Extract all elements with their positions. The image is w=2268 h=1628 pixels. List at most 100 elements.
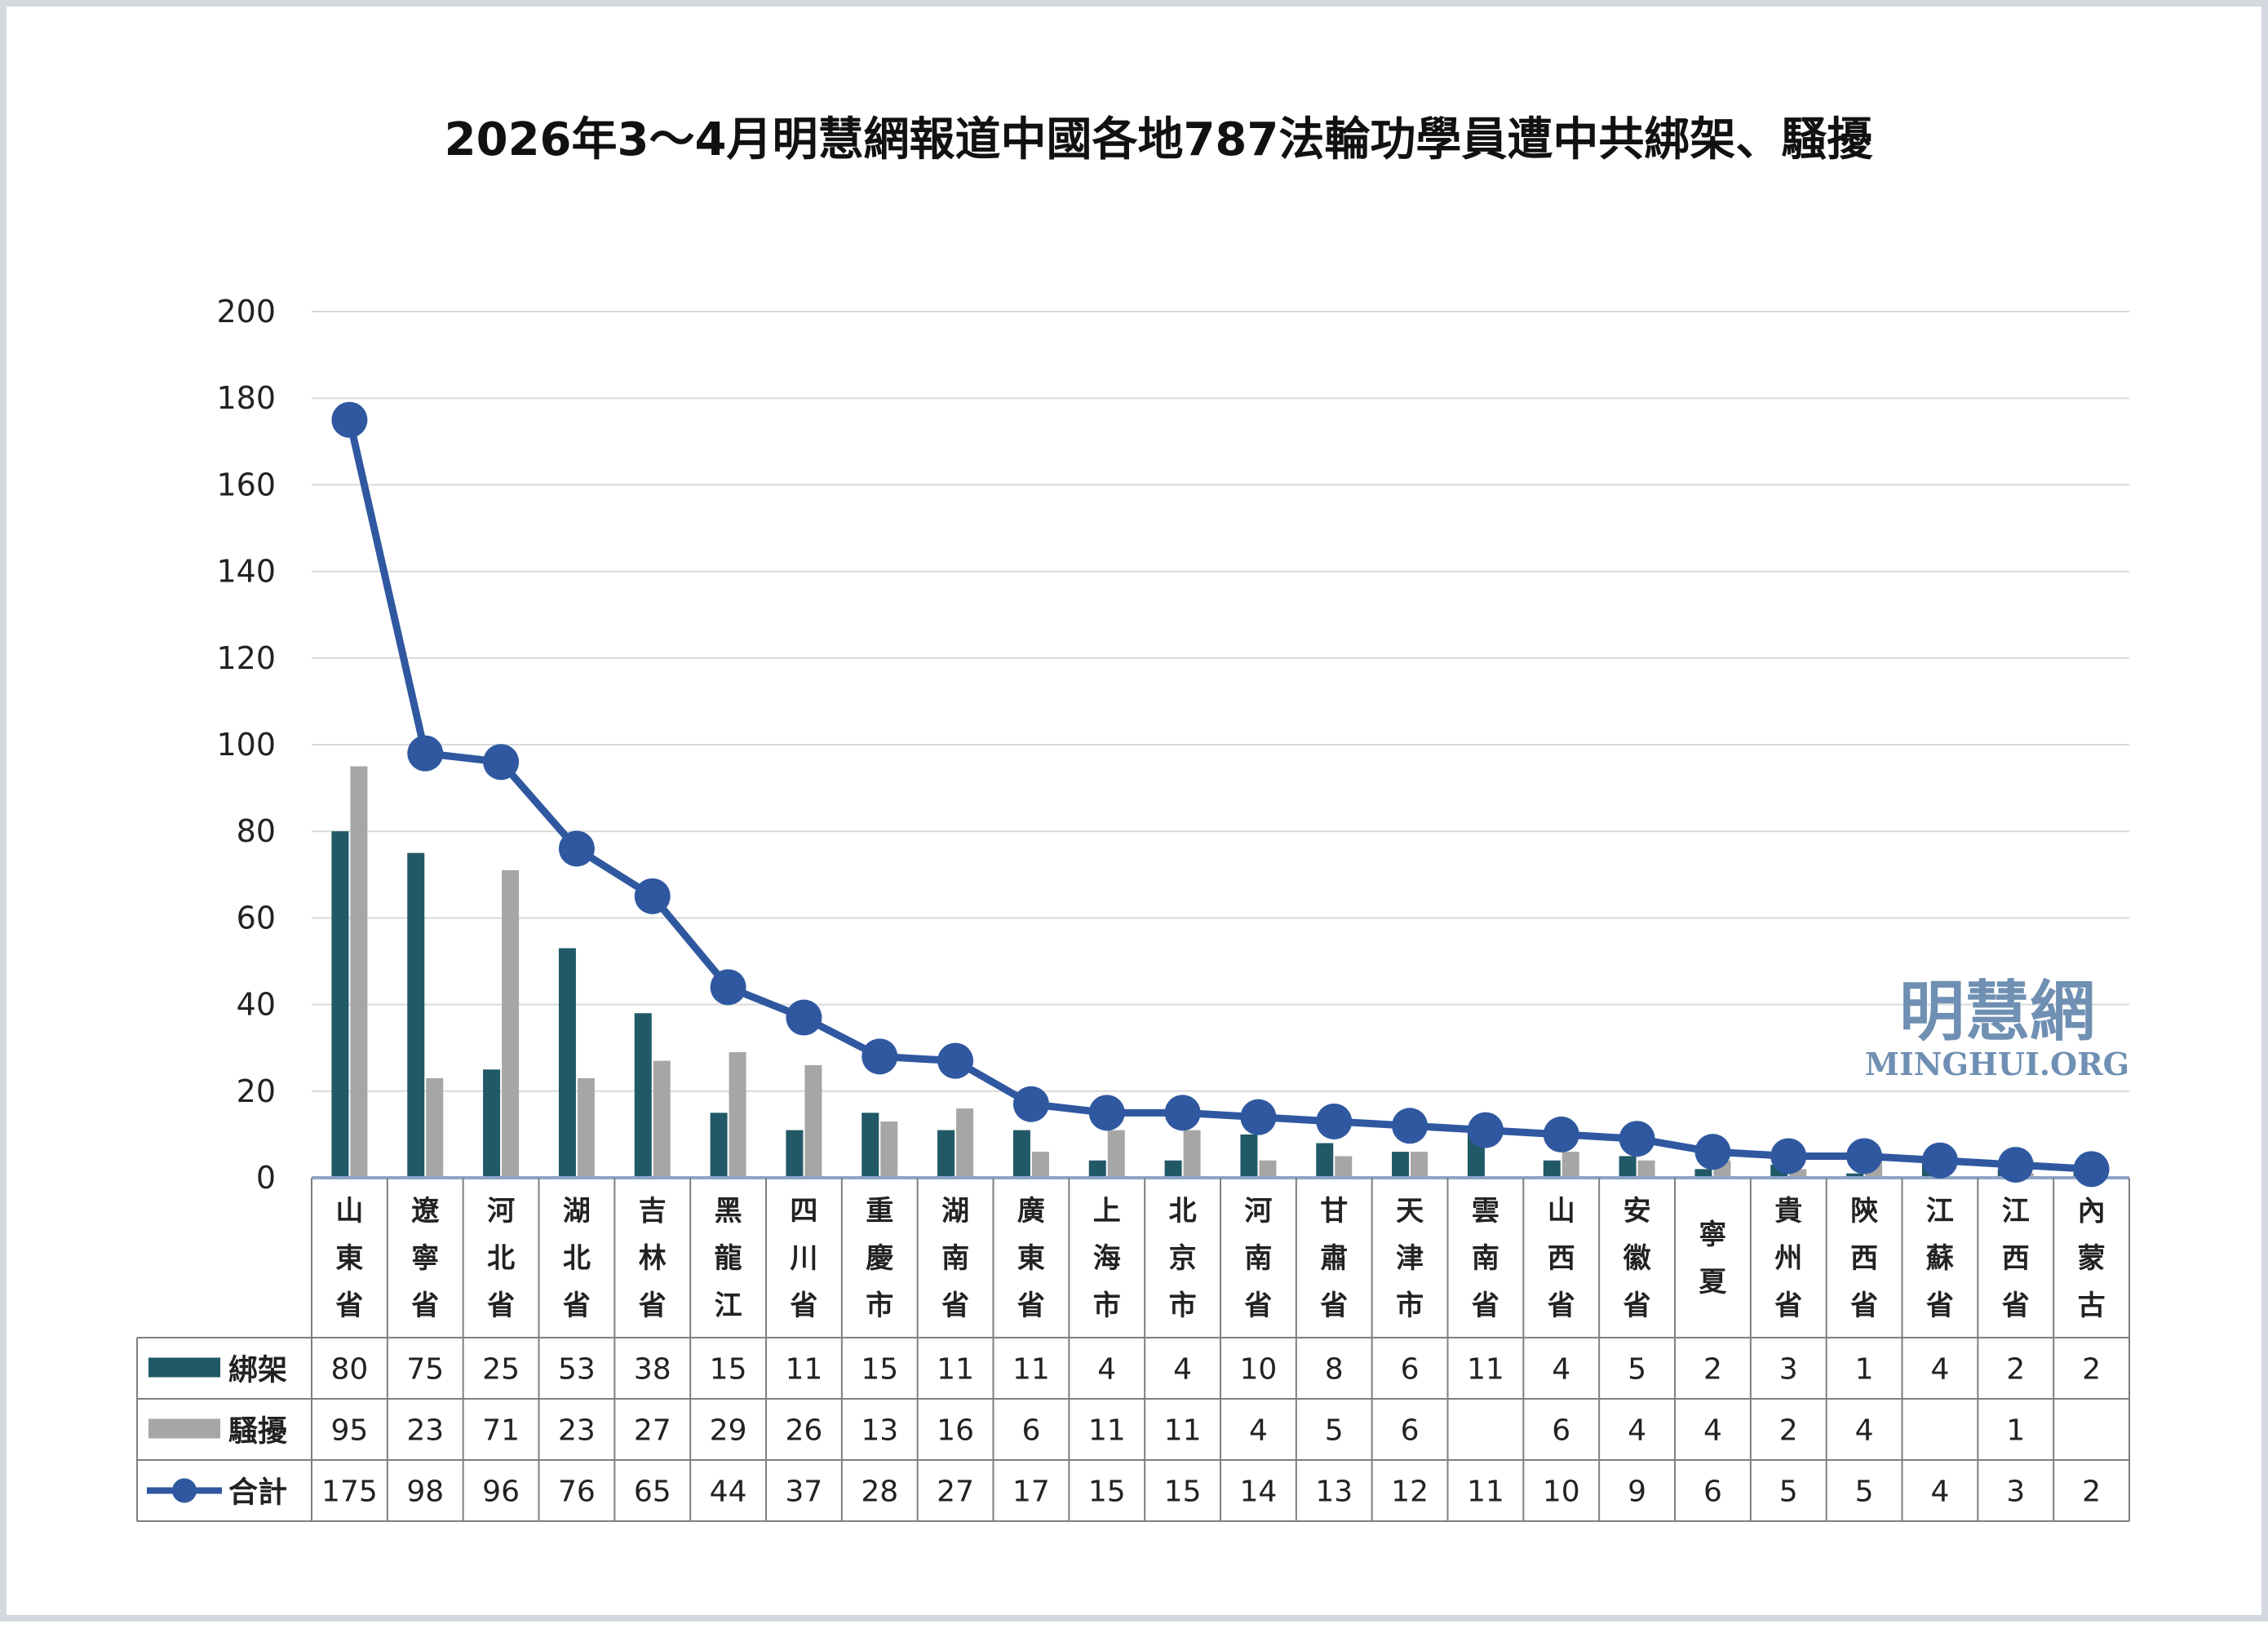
bar-kidnap: [331, 831, 349, 1178]
total-point: [407, 735, 444, 772]
table-cell: 5: [1855, 1475, 1874, 1509]
y-tick-label: 20: [237, 1073, 276, 1109]
legend-key-total-point: [172, 1478, 197, 1503]
total-point: [862, 1038, 898, 1075]
category-label: 上海市: [1093, 1195, 1121, 1322]
table-cell: 98: [406, 1475, 444, 1509]
category-label: 河北省: [487, 1195, 515, 1322]
table-cell: 37: [786, 1475, 823, 1509]
table-cell: 11: [786, 1353, 823, 1387]
category-label: 山西省: [1548, 1195, 1575, 1322]
bar-harass: [1335, 1156, 1353, 1178]
y-tick-label: 140: [216, 554, 276, 590]
data-table: 山東省 遼寧省 河北省 湖北省 吉林省 黑龍江 四川省 重慶市 湖南省 廣東省 上海市 北京市 河南省 甘…: [136, 1178, 2130, 1522]
table-cell: 26: [786, 1414, 823, 1448]
bar-harass: [956, 1108, 974, 1178]
table-cell: 11: [1164, 1414, 1202, 1448]
bar-harass: [1259, 1160, 1277, 1178]
total-point: [937, 1042, 974, 1079]
table-cell: 71: [482, 1414, 520, 1448]
category-label: 重慶市: [866, 1195, 893, 1322]
y-axis-ticks: 0 20 40 60 80 100 120 140 160 180 200: [216, 294, 276, 1196]
table-cell: 1: [2006, 1414, 2025, 1448]
table-cell: 5: [1779, 1475, 1798, 1509]
table-cell: 2: [2082, 1475, 2101, 1509]
table-cell: 2: [2006, 1353, 2025, 1387]
chart: 2026年3～4月明慧網報道中國各地787法輪功學員遭中共綁架、騷擾 02040…: [136, 113, 2130, 1522]
bar-kidnap: [483, 1069, 501, 1178]
table-cell: 23: [406, 1414, 444, 1448]
table-cell: 6: [1703, 1475, 1722, 1509]
bar-harass: [1107, 1130, 1125, 1178]
bar-kidnap: [1694, 1169, 1712, 1178]
table-cell: 11: [1012, 1353, 1050, 1387]
bar-kidnap: [1316, 1143, 1334, 1178]
table-cell: 25: [482, 1353, 520, 1387]
category-label: 湖北省: [563, 1195, 591, 1322]
table-cell: 27: [937, 1475, 974, 1509]
bar-kidnap: [862, 1113, 879, 1178]
table-cell: 10: [1543, 1475, 1580, 1509]
bar-harass: [1411, 1152, 1429, 1178]
table-cell: 76: [558, 1475, 596, 1509]
legend-key-harass: [148, 1418, 220, 1439]
legend-label-harass: 騷擾: [228, 1415, 288, 1449]
table-cell: 53: [558, 1353, 596, 1387]
table-cell: 17: [1012, 1475, 1050, 1509]
category-label: 寧夏: [1699, 1219, 1727, 1298]
bar-kidnap: [1543, 1160, 1561, 1178]
total-point: [1164, 1095, 1201, 1131]
category-label: 江蘇省: [1926, 1195, 1954, 1322]
total-point: [1997, 1147, 2034, 1183]
table-cell: 95: [331, 1414, 369, 1448]
bar-kidnap: [1619, 1156, 1637, 1178]
table-cell: 29: [710, 1414, 747, 1448]
bar-kidnap: [407, 852, 425, 1178]
watermark: 明慧網 MINGHUI.ORG: [1865, 973, 2129, 1082]
watermark-cn: 明慧網: [1899, 973, 2095, 1050]
table-cell: 80: [331, 1353, 369, 1387]
table-cell: 28: [861, 1475, 898, 1509]
table-cell: 6: [1021, 1414, 1040, 1448]
total-point: [1467, 1112, 1504, 1148]
table-cell: 65: [634, 1475, 671, 1509]
table-cell: 16: [937, 1414, 974, 1448]
bar-kidnap: [558, 948, 576, 1178]
bar-harass: [1031, 1152, 1049, 1178]
table-cell: 2: [1703, 1353, 1722, 1387]
y-tick-label: 40: [237, 987, 276, 1023]
table-cell: 15: [1164, 1475, 1202, 1509]
legend-label-kidnap: 綁架: [228, 1354, 287, 1387]
bar-kidnap: [1240, 1134, 1258, 1178]
grid-lines: [312, 311, 2129, 1092]
y-tick-label: 60: [237, 900, 276, 936]
table-cell: 75: [406, 1353, 444, 1387]
table-cell: 11: [1467, 1475, 1504, 1509]
bar-kidnap: [710, 1113, 728, 1178]
y-tick-label: 120: [216, 640, 276, 676]
bar-kidnap: [1164, 1160, 1182, 1178]
table-cell: 6: [1401, 1414, 1420, 1448]
table-cell: 3: [1779, 1353, 1798, 1387]
y-tick-label: 180: [216, 380, 276, 416]
table-cell: 5: [1628, 1353, 1646, 1387]
category-label: 廣東省: [1017, 1195, 1045, 1322]
table-cell: 12: [1391, 1475, 1429, 1509]
category-label: 黑龍江: [715, 1195, 742, 1322]
table-cell: 4: [1173, 1353, 1192, 1387]
bar-harass: [1561, 1152, 1579, 1178]
total-polyline: [346, 418, 2092, 1173]
total-point: [634, 878, 671, 914]
table-cell: 13: [1315, 1475, 1353, 1509]
total-point: [558, 830, 595, 867]
total-point: [1316, 1103, 1353, 1139]
table-cell: 10: [1240, 1353, 1278, 1387]
table-cell: 1: [1855, 1353, 1874, 1387]
total-point: [331, 401, 368, 438]
table-cell: 6: [1401, 1353, 1420, 1387]
category-label: 北京市: [1169, 1195, 1197, 1322]
category-label: 天津市: [1396, 1195, 1424, 1322]
table-cell: 11: [1088, 1414, 1126, 1448]
table-cell: 4: [1930, 1353, 1949, 1387]
